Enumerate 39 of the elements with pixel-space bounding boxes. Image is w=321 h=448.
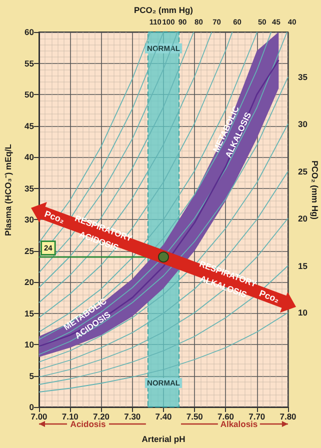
y-tick-label: 60 [24, 27, 34, 37]
y-tick-label: 10 [24, 340, 34, 350]
x-tick-label: 7.30 [124, 412, 141, 422]
x-tick-label: 7.60 [217, 412, 234, 422]
y-tick-label: 20 [24, 277, 34, 287]
x-tick-label: 7.20 [92, 412, 110, 422]
x-tick-label: 7.10 [62, 412, 79, 422]
annotation: Pco₂ [258, 288, 281, 305]
y-tick-label: 50 [24, 90, 34, 100]
line-series [38, 170, 288, 370]
series-label: 10 [298, 308, 308, 318]
y-tick-label: 30 [24, 214, 34, 224]
x-tick-label: 7.50 [186, 412, 204, 422]
y-tick-label: 40 [24, 152, 34, 162]
text: Acidosis [70, 419, 106, 429]
line-series [38, 32, 194, 288]
x-tick-label: 7.00 [30, 412, 48, 422]
y-tick-label: 25 [24, 246, 34, 256]
x-tick-label: 7.70 [248, 412, 266, 422]
y-tick-label: 45 [24, 120, 34, 131]
series-label: 15 [298, 260, 308, 271]
annotation: Pco₂ [43, 208, 66, 226]
x-tick-label: 7.40 [155, 412, 172, 422]
x-axis-title: Arterial pH [142, 434, 186, 444]
series-label: 20 [298, 213, 308, 224]
x-tick-label: 7.80 [280, 412, 297, 422]
text: PCO₂ (mm Hg) [134, 5, 194, 15]
y-tick-label: 5 [29, 370, 34, 381]
y-tick-label: 15 [24, 308, 34, 318]
text: Alkalosis [220, 419, 258, 429]
line-series [38, 32, 178, 274]
series-label: 25 [298, 166, 308, 176]
series-label: 30 [298, 118, 308, 129]
text: PCO₂ (mm Hg) [310, 160, 320, 220]
y-tick-label: 55 [24, 58, 34, 68]
series-label: 35 [298, 72, 308, 82]
y-axis-title: Plasma (HCO₃⁻) mEq/L [3, 144, 13, 236]
y-tick-label: 0 [29, 402, 34, 412]
y-tick-label: 35 [24, 183, 34, 194]
